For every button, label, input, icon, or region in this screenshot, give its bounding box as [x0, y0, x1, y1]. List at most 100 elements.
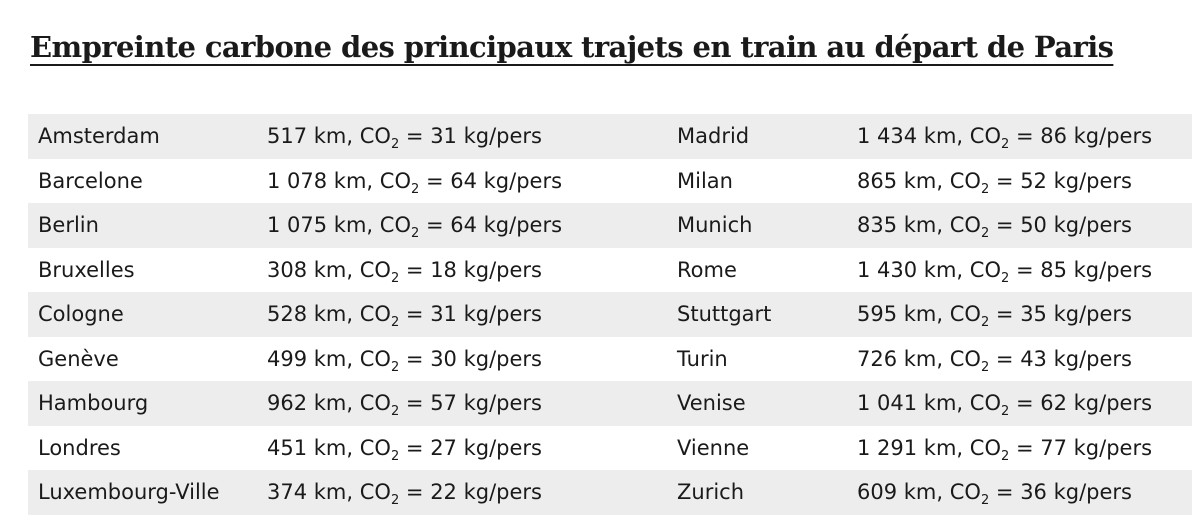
co2-value: = 35 kg/pers	[995, 302, 1132, 327]
co2-label: CO	[359, 257, 391, 282]
co2-label: CO	[949, 168, 981, 193]
co2-label: CO	[359, 302, 391, 327]
table-row: Hambourg 962 km, CO2 = 57 kg/pers Venise 1 …	[28, 381, 1192, 426]
co2-label: CO	[359, 391, 391, 416]
co2-value: = 64 kg/pers	[425, 213, 563, 238]
route-emission: 451 km, CO2 = 27 kg/pers	[267, 435, 677, 463]
co2-subscript: 2	[390, 493, 400, 509]
co2-value: = 18 kg/pers	[405, 257, 542, 282]
co2-subscript: 2	[390, 359, 400, 375]
city-name: Hambourg	[38, 391, 149, 416]
co2-subscript: 2	[1000, 270, 1010, 286]
city-name: Madrid	[677, 124, 750, 149]
co2-subscript: 2	[980, 181, 990, 197]
table-row: Luxembourg-Ville 374 km, CO2 = 22 kg/pers…	[28, 470, 1192, 515]
co2-label: CO	[359, 124, 391, 149]
distance: 865 km,	[857, 168, 944, 193]
co2-subscript: 2	[410, 226, 420, 242]
city-name: Londres	[38, 435, 121, 460]
co2-subscript: 2	[980, 359, 990, 375]
co2-subscript: 2	[1000, 137, 1010, 153]
co2-value: = 30 kg/pers	[405, 346, 542, 371]
city-name: Stuttgart	[677, 302, 772, 327]
city-name: Turin	[677, 346, 728, 371]
city-name: Vienne	[677, 435, 750, 460]
co2-value: = 52 kg/pers	[995, 168, 1132, 193]
route-emission: 1 078 km, CO2 = 64 kg/pers	[267, 168, 677, 196]
city-name: Genève	[38, 346, 119, 371]
distance: 1 075 km,	[267, 213, 374, 238]
co2-value: = 85 kg/pers	[1015, 257, 1153, 282]
co2-label: CO	[969, 257, 1001, 282]
route-emission: 595 km, CO2 = 35 kg/pers	[857, 302, 1192, 329]
distance: 517 km,	[267, 124, 354, 149]
co2-label: CO	[359, 435, 391, 460]
co2-label: CO	[969, 391, 1001, 416]
route-emission: 1 430 km, CO2 = 85 kg/pers	[857, 257, 1192, 285]
table-row: Amsterdam 517 km, CO2 = 31 kg/pers Madrid 1…	[28, 114, 1192, 159]
route-emission: 609 km, CO2 = 36 kg/pers	[857, 480, 1192, 507]
co2-subscript: 2	[980, 315, 990, 331]
co2-subscript: 2	[1000, 404, 1010, 420]
city-name: Milan	[677, 168, 733, 193]
city-name: Bruxelles	[38, 257, 135, 282]
route-emission: 835 km, CO2 = 50 kg/pers	[857, 213, 1192, 240]
co2-label: CO	[949, 480, 981, 505]
city-name: Barcelone	[38, 168, 143, 193]
city-name: Luxembourg-Ville	[38, 480, 220, 505]
city-name: Munich	[677, 213, 753, 238]
table-row: Londres 451 km, CO2 = 27 kg/pers Vienne 1 2…	[28, 426, 1192, 471]
distance: 726 km,	[857, 346, 944, 371]
table-row: Barcelone 1 078 km, CO2 = 64 kg/pers Milan…	[28, 159, 1192, 204]
co2-value: = 31 kg/pers	[405, 124, 542, 149]
co2-value: = 43 kg/pers	[995, 346, 1132, 371]
co2-value: = 22 kg/pers	[405, 480, 542, 505]
co2-label: CO	[359, 480, 391, 505]
co2-subscript: 2	[980, 226, 990, 242]
co2-value: = 57 kg/pers	[405, 391, 542, 416]
route-emission: 865 km, CO2 = 52 kg/pers	[857, 168, 1192, 196]
co2-label: CO	[949, 213, 981, 238]
route-emission: 528 km, CO2 = 31 kg/pers	[267, 302, 677, 329]
co2-label: CO	[969, 435, 1001, 460]
co2-value: = 77 kg/pers	[1015, 435, 1153, 460]
distance: 1 041 km,	[857, 391, 964, 416]
co2-subscript: 2	[390, 270, 400, 286]
city-name: Berlin	[38, 213, 99, 238]
co2-value: = 86 kg/pers	[1015, 124, 1153, 149]
route-emission: 308 km, CO2 = 18 kg/pers	[267, 257, 677, 285]
co2-label: CO	[969, 124, 1001, 149]
distance: 1 078 km,	[267, 168, 374, 193]
table-row: Berlin 1 075 km, CO2 = 64 kg/pers Munich 83…	[28, 203, 1192, 248]
table-row: Cologne 528 km, CO2 = 31 kg/pers Stuttgart…	[28, 292, 1192, 337]
co2-subscript: 2	[410, 181, 420, 197]
co2-subscript: 2	[390, 448, 400, 464]
co2-value: = 31 kg/pers	[405, 302, 542, 327]
co2-subscript: 2	[390, 404, 400, 420]
co2-value: = 50 kg/pers	[995, 213, 1132, 238]
city-name: Rome	[677, 257, 737, 282]
distance: 499 km,	[267, 346, 354, 371]
route-emission: 374 km, CO2 = 22 kg/pers	[267, 480, 677, 507]
distance: 609 km,	[857, 480, 944, 505]
distance: 1 430 km,	[857, 257, 964, 282]
co2-value: = 36 kg/pers	[995, 480, 1132, 505]
city-name: Zurich	[677, 480, 745, 505]
co2-label: CO	[949, 302, 981, 327]
co2-subscript: 2	[390, 137, 400, 153]
distance: 1 434 km,	[857, 124, 964, 149]
routes-table: Amsterdam 517 km, CO2 = 31 kg/pers Madrid 1…	[28, 114, 1192, 515]
co2-label: CO	[359, 346, 391, 371]
route-emission: 962 km, CO2 = 57 kg/pers	[267, 391, 677, 418]
distance: 1 291 km,	[857, 435, 964, 460]
table-row: Genève 499 km, CO2 = 30 kg/pers Turin 726 k…	[28, 337, 1192, 382]
distance: 835 km,	[857, 213, 944, 238]
co2-subscript: 2	[390, 315, 400, 331]
co2-label: CO	[379, 213, 411, 238]
city-name: Cologne	[38, 302, 124, 327]
distance: 595 km,	[857, 302, 944, 327]
co2-subscript: 2	[1000, 448, 1010, 464]
co2-value: = 27 kg/pers	[405, 435, 542, 460]
co2-label: CO	[379, 168, 411, 193]
city-name: Venise	[677, 391, 746, 416]
